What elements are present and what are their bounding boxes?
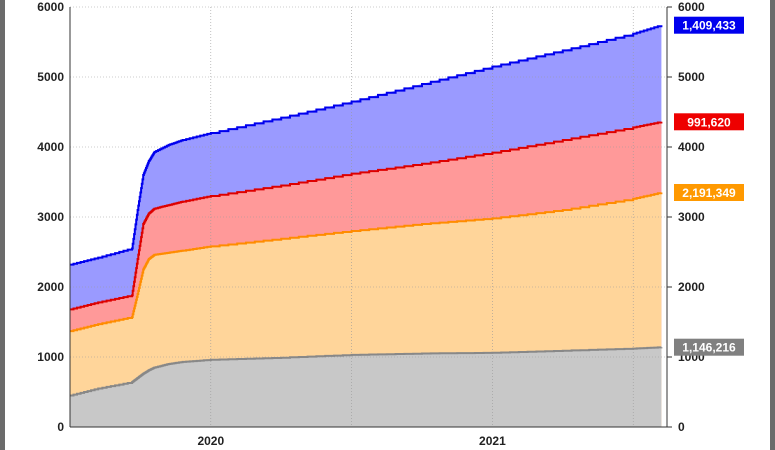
series-line-0 [70,346,663,397]
value-badge-1 [674,184,744,201]
x-tick-label: 2020 [197,434,224,448]
right-frame-border [770,0,775,450]
y-tick-label-left: 6000 [37,0,64,14]
series-line-2 [70,121,663,311]
y-tick-label-left: 4000 [37,140,64,154]
series-line-1 [70,192,663,333]
y-tick-label-right: 4000 [678,140,705,154]
y-tick-label-left: 5000 [37,70,64,84]
value-badge-label-3: 1,409,433 [682,19,736,33]
y-tick-label-right: 0 [678,420,685,434]
value-badge-3 [674,16,744,34]
y-tick-label-right: 2000 [678,280,705,294]
y-tick-label-right: 5000 [678,70,705,84]
value-badge-0 [674,338,744,356]
y-tick-label-left: 0 [57,420,64,434]
y-tick-label-left: 1000 [37,350,64,364]
y-tick-label-left: 3000 [37,210,64,224]
value-badge-label-1: 2,191,349 [682,186,736,200]
left-frame-border [0,0,5,450]
value-badge-2 [674,113,744,131]
value-badge-label-0: 1,146,216 [682,341,736,355]
series-area-0 [70,347,662,427]
value-badge-label-2: 991,620 [687,115,731,129]
x-tick-label: 2021 [479,434,506,448]
y-tick-label-right: 3000 [678,210,705,224]
y-tick-label-left: 2000 [37,280,64,294]
y-tick-label-right: 6000 [678,0,705,14]
series-line-3 [70,25,663,266]
